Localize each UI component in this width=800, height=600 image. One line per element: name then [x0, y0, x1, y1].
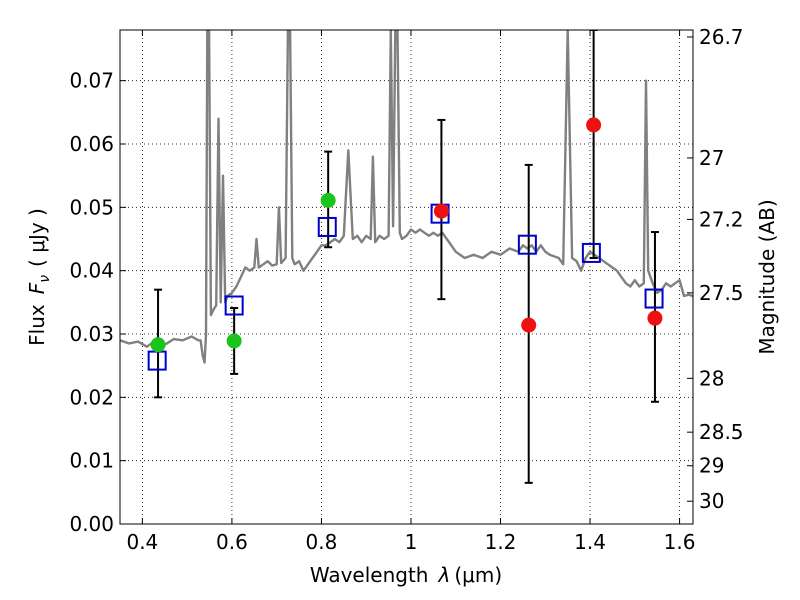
y-tick-label: 0.04	[69, 259, 114, 283]
model-square	[581, 242, 601, 263]
x-tick-label: 1.2	[485, 530, 517, 554]
y-tick-label: 0.00	[69, 512, 114, 536]
y-tick-label: 0.03	[69, 322, 114, 346]
red-point	[521, 317, 537, 333]
y-axis-label-unit: ( μJy )	[25, 208, 49, 267]
y-axis-label-symbol: F	[25, 282, 49, 294]
y2-tick-label: 27.2	[699, 207, 744, 231]
y2-tick-label: 30	[699, 489, 724, 513]
model-square	[517, 234, 537, 255]
y-tick-label: 0.02	[69, 385, 114, 409]
y2-tick-label: 28.5	[699, 420, 744, 444]
y2-tick-label: 29	[699, 454, 724, 478]
red-point	[586, 117, 602, 133]
x-tick-label: 1.4	[574, 530, 606, 554]
green-point	[226, 333, 242, 349]
y2-axis-label: Magnitude (AB)	[755, 199, 779, 354]
x-tick-label: 0.6	[216, 530, 248, 554]
x-axis-label-symbol: λ	[438, 563, 451, 587]
green-point	[320, 192, 336, 208]
spectrum-line	[120, 30, 693, 364]
x-tick-label: 0.8	[306, 530, 338, 554]
red-point	[433, 203, 449, 219]
model-square	[317, 216, 337, 237]
y-tick-label: 0.06	[69, 132, 114, 156]
spectrum-layer	[120, 30, 693, 364]
y-axis-label-prefix: Flux	[25, 304, 49, 346]
y-tick-label: 0.07	[69, 69, 114, 93]
y-tick-label: 0.05	[69, 195, 114, 219]
y2-tick-label: 27	[699, 146, 724, 170]
y2-tick-label: 27.5	[699, 281, 744, 305]
green-point	[150, 337, 166, 353]
red-point	[647, 310, 663, 326]
model-square	[224, 295, 244, 316]
marker-layer	[147, 117, 664, 371]
x-axis-label-unit: (μm)	[454, 563, 502, 587]
y-axis-label: Flux Fν ( μJy )	[25, 208, 53, 346]
x-axis-label-prefix: Wavelength	[310, 563, 429, 587]
y2-tick-label: 26.7	[699, 25, 744, 49]
y2-tick-label: 28	[699, 366, 724, 390]
x-tick-label: 1.6	[664, 530, 696, 554]
model-square	[644, 288, 664, 309]
plot-frame	[119, 29, 694, 525]
tick-layer: 0.4 0.6 0.8 1 1.2 1.4 1.6 0.00 0.01 0.02 0.03 0.04 0…	[69, 25, 743, 554]
x-tick-label: 0.4	[126, 530, 158, 554]
y-tick-label: 0.01	[69, 449, 114, 473]
x-axis-label: Wavelength λ (μm)	[310, 563, 502, 587]
y-axis-label-subscript: ν	[37, 275, 53, 283]
x-tick-label: 1	[405, 530, 418, 554]
